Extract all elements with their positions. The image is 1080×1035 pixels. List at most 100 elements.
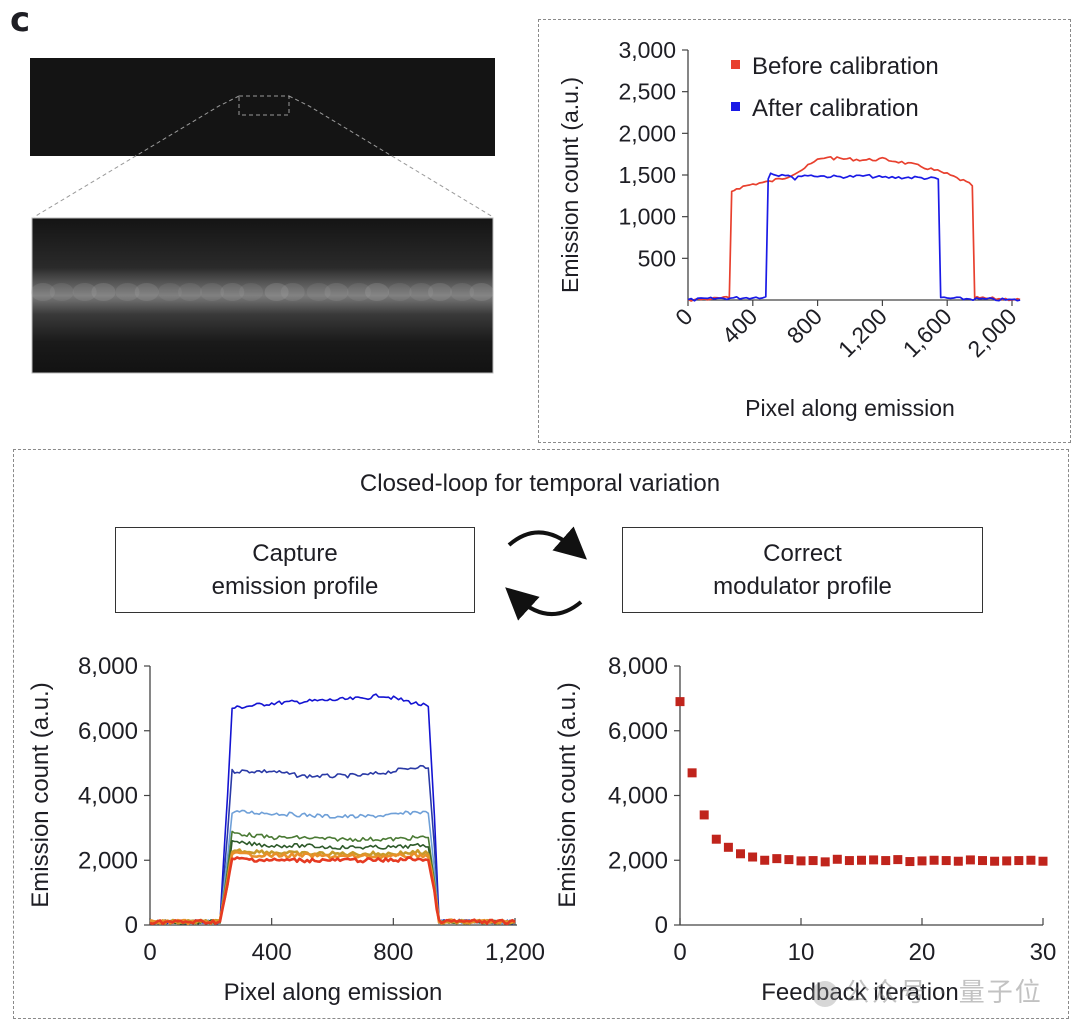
scatter-point [711,834,721,844]
cycle-arrows [505,526,587,621]
x-tick-label: 10 [788,939,815,966]
capture-box-line1: Capture [252,540,338,567]
scatter-point [1002,856,1012,866]
x-tick-label: 2,000 [962,303,1021,362]
x-tick-label: 30 [1030,939,1057,966]
y-tick-label: 3,000 [618,37,676,63]
zoomed-image-spot [280,283,305,301]
closed-loop-panel-border [13,449,1069,1019]
legend-label: After calibration [752,95,919,122]
zoomed-image-spot [115,283,140,301]
y-tick-label: 2,000 [608,847,668,874]
scatter-point [796,856,806,866]
arrow-right-icon [507,526,587,560]
y-axis-label: Emission count (a.u.) [557,77,583,293]
scatter-point [1026,855,1036,865]
series-line-before-calibration [687,155,1021,302]
zoomed-image-spot [30,283,55,301]
scatter-point [965,855,975,865]
scatter-point [953,856,963,866]
zoom-guide-left [33,95,240,218]
scatter-point [699,810,709,820]
zoom-guide-right [288,95,494,218]
scatter-point [1014,856,1024,866]
x-tick-label: 800 [782,303,828,349]
zoomed-image-spot [177,283,202,301]
profile-line-iteration-3 [149,830,516,925]
profile-line-iteration-1 [149,764,516,925]
x-tick-label: 400 [252,939,292,966]
x-tick-label: 0 [673,939,686,966]
x-axis-label: Pixel along emission [224,979,443,1006]
correct-modulator-profile-box: Correct modulator profile [622,527,983,613]
scatter-point [832,854,842,864]
zoomed-image-spot [91,283,116,301]
zoomed-image-spot [409,283,434,301]
calibration-chart: 500 1,000 1,500 2,000 2,500 3,000 0 400 800 1,200… [557,37,1022,421]
zoomed-image-spot [347,283,372,301]
y-tick-label: 4,000 [78,783,138,810]
scatter-point [844,856,854,866]
scatter-point [736,849,745,859]
zoomed-image-texture [30,283,494,301]
zoomed-image-spot [134,283,159,301]
watermark: 公众号 · 量子位 [812,972,1043,1009]
scatter-point [772,854,782,864]
scatter-point [820,857,830,867]
x-tick-label: 1,200 [485,939,545,966]
zoomed-image-spot [427,283,452,301]
zoomed-image-spot [324,283,349,301]
camera-images [30,58,495,374]
scatter-point [857,855,866,865]
profile-line-iteration-0 [149,693,516,925]
y-tick-label: 500 [638,245,676,271]
zoomed-image-spot [49,283,74,301]
y-tick-label: 6,000 [608,718,668,745]
capture-box-line2: emission profile [211,573,379,600]
zoomed-image-spot [450,283,475,301]
zoom-region-marker [238,95,290,116]
y-tick-label: 0 [655,912,668,939]
profile-line-iteration-5 [149,848,516,925]
zoomed-image-spot [157,283,182,301]
x-tick-label: 0 [670,303,697,330]
x-tick-label: 1,200 [833,303,892,362]
scatter-point [784,855,794,865]
wechat-icon [812,980,838,1007]
profile-line-iteration-2 [149,809,516,925]
scatter-point [990,856,1000,866]
zoomed-image-spot [387,283,412,301]
legend-marker [731,60,740,69]
zoomed-image-spot [264,283,289,301]
zoomed-image [31,217,494,374]
scatter-point [723,842,733,852]
scatter-point [881,856,891,866]
y-tick-label: 2,500 [618,79,676,105]
zoomed-image-spot [239,283,264,301]
x-tick-label: 800 [373,939,413,966]
y-tick-label: 1,500 [618,162,676,188]
scatter-point [760,855,770,865]
x-tick-label: 0 [143,939,156,966]
zoomed-image-spot [306,283,331,301]
scatter-point [869,855,879,865]
scatter-point [905,857,915,867]
x-axis-label: Feedback iteration [761,979,958,1006]
y-tick-label: 1,000 [618,204,676,230]
scatter-point [748,852,758,862]
y-tick-label: 2,000 [618,120,676,146]
scatter-point [941,856,951,866]
profile-line-final [149,856,516,926]
watermark-text: 公众号 · 量子位 [844,978,1043,1008]
zoomed-image-spot [200,283,225,301]
legend-marker [731,102,740,111]
profile-line-iteration-6 [149,850,516,926]
panel-label: c [10,0,31,40]
calibration-panel-border [538,19,1071,443]
scatter-point [808,856,818,866]
correct-box-line2: modulator profile [713,573,892,600]
y-axis-label: Emission count (a.u.) [554,682,581,907]
scatter-point [978,856,987,866]
capture-emission-profile-box: Capture emission profile [115,527,475,613]
scatter-point [687,768,697,778]
